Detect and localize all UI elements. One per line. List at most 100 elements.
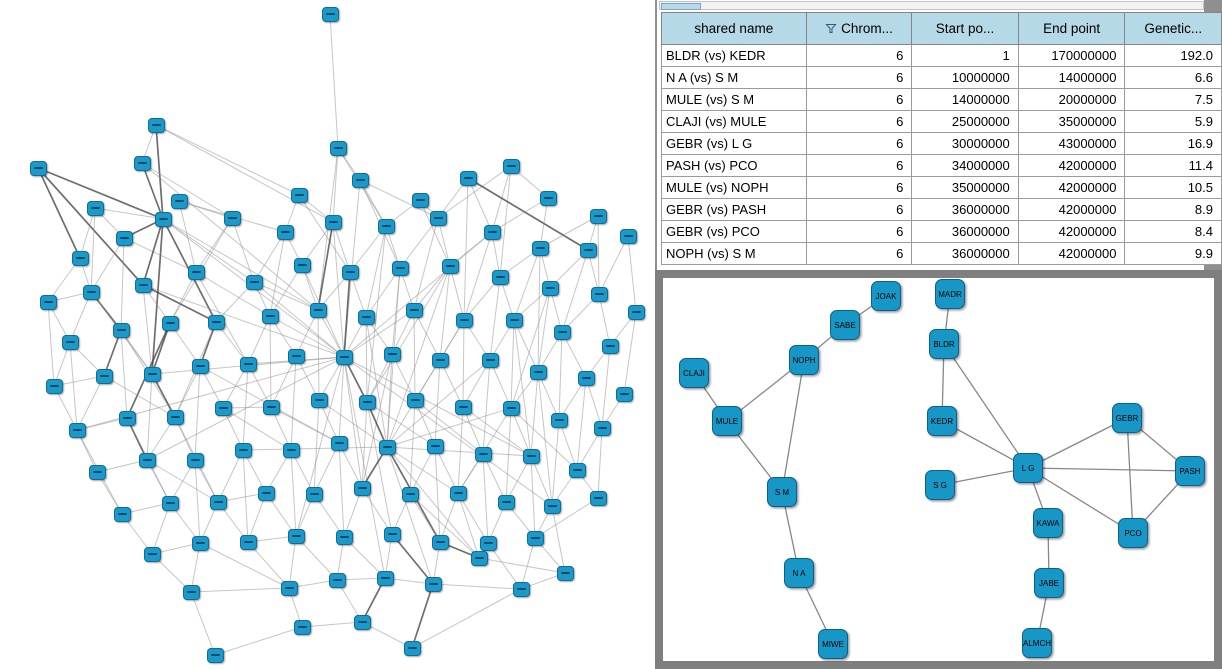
network-edge[interactable] xyxy=(332,221,345,358)
cell[interactable]: 20000000 xyxy=(1017,88,1126,111)
network-edge[interactable] xyxy=(437,217,451,267)
network-node[interactable] xyxy=(601,338,619,354)
network-edge[interactable] xyxy=(534,497,599,539)
network-edge[interactable] xyxy=(332,221,351,273)
cell[interactable]: 25000000 xyxy=(911,110,1019,133)
network-node[interactable] xyxy=(522,448,540,464)
network-edge[interactable] xyxy=(457,492,480,559)
cell[interactable]: 8.4 xyxy=(1124,220,1222,243)
network-node-joak[interactable]: JOAK xyxy=(871,281,901,311)
network-edge[interactable] xyxy=(561,331,587,379)
network-edge[interactable] xyxy=(269,264,303,317)
network-node[interactable] xyxy=(82,284,100,300)
network-node[interactable] xyxy=(383,526,401,542)
network-edge[interactable] xyxy=(295,309,319,357)
scrollbar-thumb[interactable] xyxy=(661,3,701,10)
network-edge[interactable] xyxy=(462,406,484,455)
network-node[interactable] xyxy=(305,486,323,502)
network-node[interactable] xyxy=(483,224,501,240)
network-edge[interactable] xyxy=(270,406,340,444)
network-node[interactable] xyxy=(191,358,209,374)
network-node[interactable] xyxy=(391,260,409,276)
network-node[interactable] xyxy=(191,535,209,551)
network-node[interactable] xyxy=(550,412,568,428)
detail-network-panel[interactable]: JOAK MADR SABE NOPH BLDR CLAJI MULE KEDR GEBR L G… xyxy=(655,270,1222,669)
network-node[interactable] xyxy=(377,218,395,234)
network-node[interactable] xyxy=(357,309,375,325)
network-edge[interactable] xyxy=(217,449,244,503)
network-edge[interactable] xyxy=(413,309,416,401)
network-node[interactable] xyxy=(206,647,224,663)
column-header-start-po---[interactable]: Start po... xyxy=(911,12,1019,45)
network-edge[interactable] xyxy=(343,356,363,489)
network-edge[interactable] xyxy=(338,442,345,538)
table-horizontal-scrollbar[interactable] xyxy=(659,1,1204,10)
network-edge[interactable] xyxy=(103,329,122,377)
network-edge[interactable] xyxy=(439,359,464,408)
network-node[interactable] xyxy=(329,140,347,156)
network-edge[interactable] xyxy=(120,237,125,331)
network-edge[interactable] xyxy=(365,225,387,318)
network-edge[interactable] xyxy=(391,353,416,401)
cell-shared-name[interactable]: MULE (vs) S M xyxy=(661,88,807,111)
network-edge[interactable] xyxy=(432,583,522,590)
network-node[interactable] xyxy=(68,422,86,438)
network-edge[interactable] xyxy=(195,271,271,317)
network-node[interactable] xyxy=(293,619,311,635)
network-edge[interactable] xyxy=(146,373,153,461)
network-node[interactable] xyxy=(61,334,79,350)
cell[interactable]: 6 xyxy=(805,44,913,67)
network-node[interactable] xyxy=(262,399,280,415)
network-edge[interactable] xyxy=(386,407,512,448)
network-node[interactable] xyxy=(207,314,225,330)
cell[interactable]: 6 xyxy=(805,88,913,111)
cell[interactable]: 7.5 xyxy=(1124,88,1222,111)
cell[interactable]: 11.4 xyxy=(1124,154,1222,177)
network-node[interactable] xyxy=(186,452,204,468)
cell[interactable]: 10.5 xyxy=(1124,176,1222,199)
network-edge[interactable] xyxy=(601,345,611,429)
network-edge[interactable] xyxy=(142,284,345,358)
network-edge[interactable] xyxy=(478,557,566,574)
network-edge[interactable] xyxy=(313,442,340,495)
network-edge[interactable] xyxy=(413,309,441,361)
network-node[interactable] xyxy=(539,190,557,206)
network-edge[interactable] xyxy=(79,207,96,259)
table-row[interactable]: NOPH (vs) S M 6 36000000 42000000 9.9 xyxy=(661,242,1222,265)
network-node[interactable] xyxy=(293,257,311,273)
network-edge[interactable] xyxy=(295,356,345,537)
network-node[interactable] xyxy=(287,528,305,544)
network-node[interactable] xyxy=(353,614,371,630)
network-node[interactable] xyxy=(376,570,394,586)
cell[interactable]: 8.9 xyxy=(1124,198,1222,221)
network-node[interactable] xyxy=(479,535,497,551)
network-edge[interactable] xyxy=(482,453,507,503)
network-node[interactable] xyxy=(95,368,113,384)
network-node[interactable] xyxy=(71,250,89,266)
network-edge[interactable] xyxy=(530,371,539,457)
network-edge[interactable] xyxy=(194,459,201,544)
network-node-noph[interactable]: NOPH xyxy=(789,345,819,375)
network-edge[interactable] xyxy=(318,399,388,448)
network-edge[interactable] xyxy=(242,449,249,543)
network-node[interactable] xyxy=(431,534,449,550)
network-edge[interactable] xyxy=(537,287,551,373)
network-edge[interactable] xyxy=(539,215,599,249)
network-edge[interactable] xyxy=(1027,467,1134,534)
network-node[interactable] xyxy=(341,264,359,280)
network-edge[interactable] xyxy=(270,355,297,408)
network-edge[interactable] xyxy=(391,533,434,585)
network-edge[interactable] xyxy=(194,365,201,461)
network-node[interactable] xyxy=(335,349,353,365)
network-edge[interactable] xyxy=(537,247,541,373)
network-edge[interactable] xyxy=(253,281,319,311)
network-node-mule[interactable]: MULE xyxy=(712,406,742,436)
network-edge[interactable] xyxy=(90,237,125,293)
network-edge[interactable] xyxy=(317,309,320,401)
network-edge[interactable] xyxy=(781,359,805,493)
network-edge[interactable] xyxy=(349,225,387,273)
network-edge[interactable] xyxy=(513,247,541,321)
network-node[interactable] xyxy=(214,400,232,416)
network-edge[interactable] xyxy=(489,359,512,409)
cell[interactable]: 34000000 xyxy=(911,154,1019,177)
